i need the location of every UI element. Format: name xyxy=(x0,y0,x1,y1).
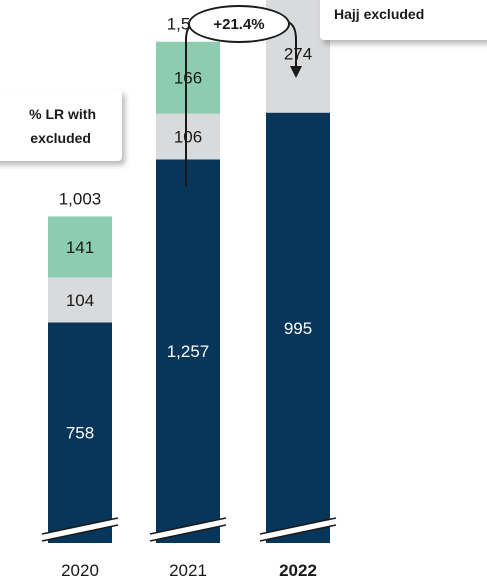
value-label-2022-1: 274 xyxy=(284,44,312,63)
value-label-2021-1: 106 xyxy=(174,127,202,146)
bar-segment-2021-0 xyxy=(156,159,220,543)
bar-segment-2022-0 xyxy=(266,112,330,543)
axis-break-line-upper-2022 xyxy=(259,517,337,535)
axis-break-line-lower-2021 xyxy=(149,524,227,542)
axis-break-line-lower-2022 xyxy=(259,524,337,542)
value-label-2022-0: 995 xyxy=(284,319,312,338)
axis-break-line-upper-2020 xyxy=(41,517,119,535)
axis-break-line-lower-2020 xyxy=(41,524,119,542)
bar-segment-2021-1 xyxy=(156,113,220,160)
category-label-2021: 2021 xyxy=(169,561,207,580)
bar-segment-2020-1 xyxy=(48,277,112,323)
axis-break-gap-2022 xyxy=(260,518,336,541)
bar-segment-2020-0 xyxy=(48,322,112,543)
callout-loss-ratio-line1: % LR with xyxy=(29,106,96,122)
category-labels-layer: 2020 2021 2022 xyxy=(61,561,317,580)
value-label-2020-0: 758 xyxy=(66,424,94,443)
category-label-2022: 2022 xyxy=(279,561,317,580)
bar-segment-2020-2 xyxy=(48,216,112,278)
value-label-2020-2: 141 xyxy=(66,238,94,257)
bar-segment-2021-2 xyxy=(156,41,220,114)
category-label-2020: 2020 xyxy=(61,561,99,580)
value-label-2021-2: 166 xyxy=(174,69,202,88)
bars-layer xyxy=(48,0,330,543)
axis-break-gap-2021 xyxy=(150,518,226,541)
growth-badge: +21.4% xyxy=(188,5,290,43)
value-label-2020-1: 104 xyxy=(66,291,94,310)
callout-loss-ratio: % LR with excluded xyxy=(0,89,122,161)
value-label-2021-0: 1,257 xyxy=(167,342,210,361)
total-label-2020: 1,003 xyxy=(59,189,102,208)
callout-hajj: Hajj excluded xyxy=(320,0,487,40)
growth-arrow-head xyxy=(290,66,302,78)
axis-break-marks xyxy=(41,517,337,542)
axis-break-gap-2020 xyxy=(42,518,118,541)
callout-hajj-line2: Hajj excluded xyxy=(334,6,425,22)
axis-break-line-upper-2021 xyxy=(149,517,227,535)
callout-loss-ratio-line2: excluded xyxy=(30,130,91,146)
